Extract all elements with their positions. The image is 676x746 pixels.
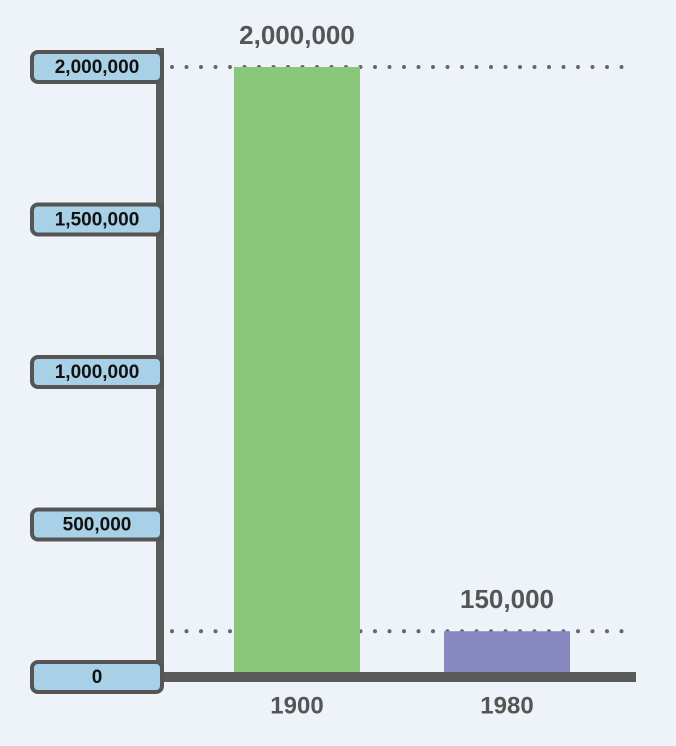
y-tick-label: 2,000,000 (55, 57, 140, 78)
y-tick-box (30, 50, 164, 84)
y-tick-box (30, 660, 164, 694)
y-tick-box (30, 507, 164, 542)
value-label: 2,000,000 (239, 20, 355, 50)
y-tick-label: 0 (92, 667, 103, 688)
y-tick-label: 1,500,000 (55, 210, 140, 231)
value-label: 150,000 (460, 584, 554, 614)
bar (444, 631, 570, 677)
y-tick-label: 500,000 (63, 515, 132, 536)
y-tick-box (30, 202, 164, 237)
x-tick-label: 1900 (270, 692, 323, 719)
bar (234, 67, 360, 677)
y-tick-box (30, 355, 164, 389)
y-tick-label: 1,000,000 (55, 362, 140, 383)
x-tick-label: 1980 (480, 692, 533, 719)
